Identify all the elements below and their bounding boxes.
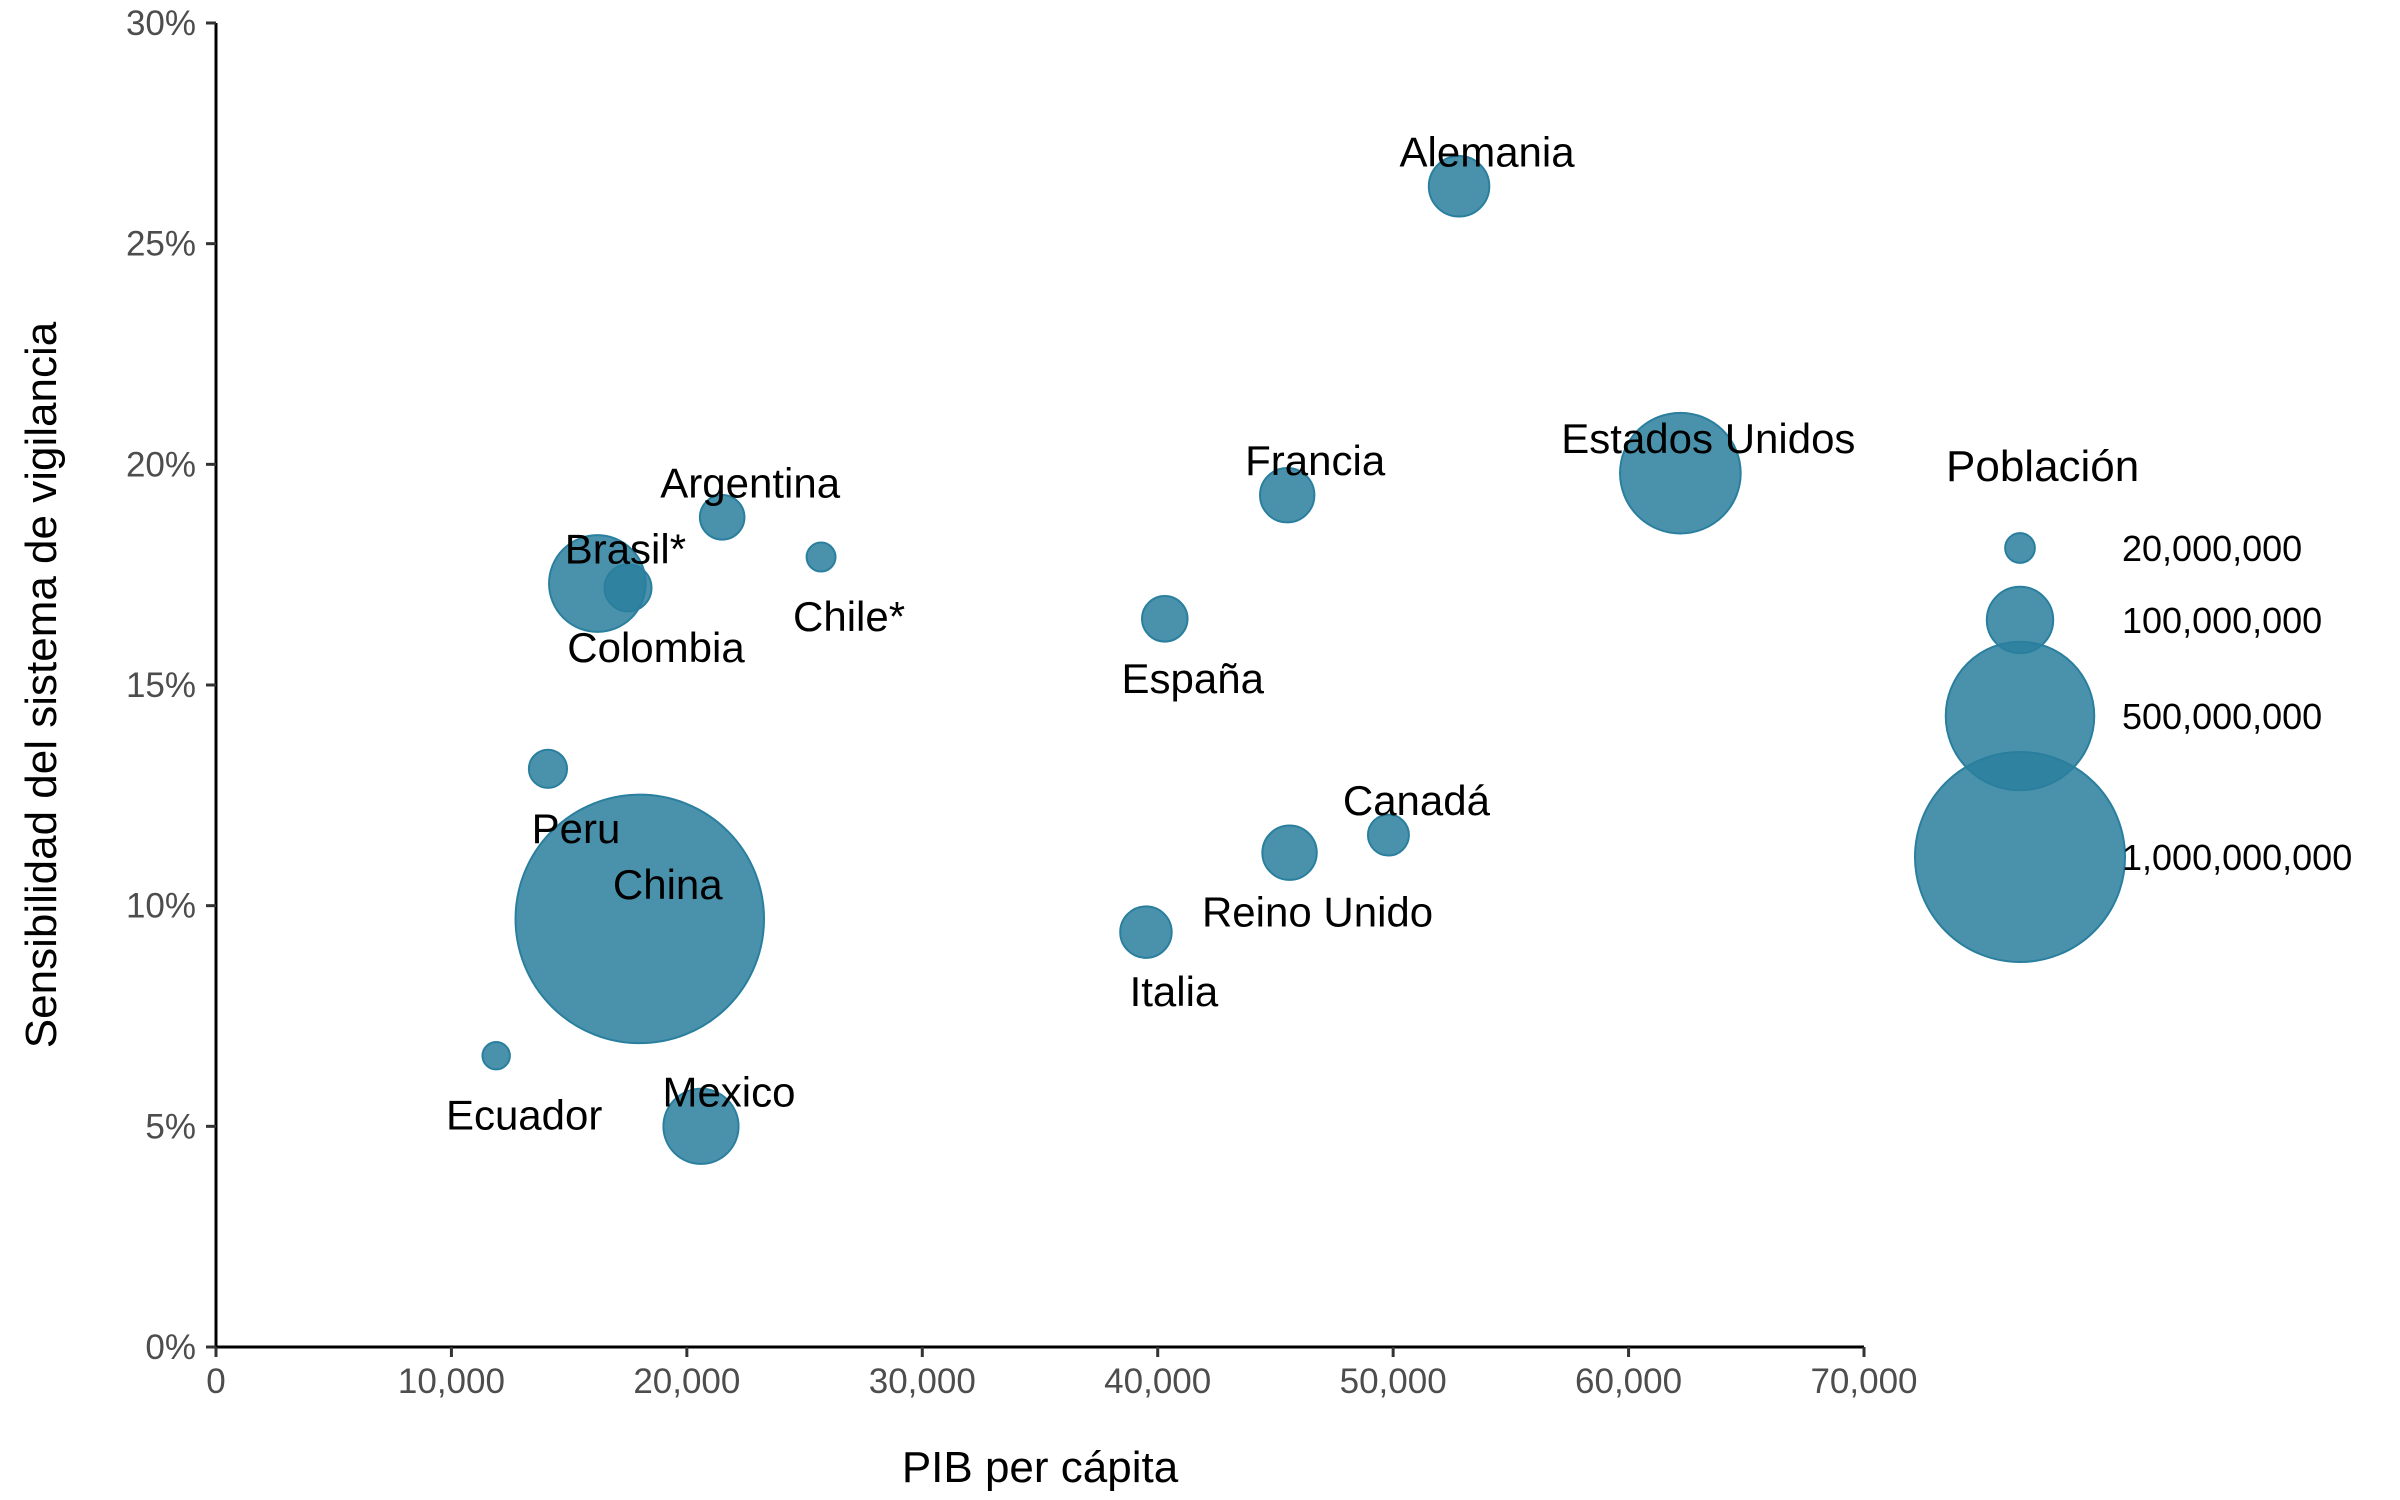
axes: 0 10,000 20,000 30,000 40,000 50,000 60,000 70,… <box>17 4 1918 1492</box>
y-axis-title: Sensibilidad del sistema de vigilancia <box>17 321 66 1048</box>
size-legend: Población 20,000,000 100,000,000 500,000,00… <box>1914 442 2352 963</box>
point-label: España <box>1122 655 1265 702</box>
x-tick-label: 40,000 <box>1104 1362 1211 1401</box>
point-label: Peru <box>532 805 621 852</box>
y-tick-label: 25% <box>126 225 196 264</box>
y-tick-label: 5% <box>145 1107 196 1146</box>
point-label: China <box>613 861 723 908</box>
x-tick-label: 30,000 <box>869 1362 976 1401</box>
data-point <box>1259 467 1316 524</box>
data-point <box>527 748 569 789</box>
data-point <box>805 541 837 573</box>
legend-key-circle <box>1914 751 2126 963</box>
x-tick-label: 50,000 <box>1340 1362 1447 1401</box>
y-tick-label: 10% <box>126 887 196 926</box>
data-point <box>481 1041 511 1071</box>
data-point <box>662 1087 740 1165</box>
x-tick-label: 20,000 <box>633 1362 740 1401</box>
data-point <box>514 793 766 1045</box>
data-point <box>1366 813 1410 857</box>
legend-label: 20,000,000 <box>2122 528 2302 569</box>
data-point <box>1119 905 1173 959</box>
x-tick-label: 10,000 <box>398 1362 505 1401</box>
legend-label: 1,000,000,000 <box>2122 837 2352 878</box>
legend-label: 100,000,000 <box>2122 600 2322 641</box>
data-point <box>1141 595 1189 643</box>
point-labels: Alemania Estados Unidos Francia Argentina Ch… <box>446 128 1856 1138</box>
point-label: Chile* <box>793 593 905 640</box>
legend-label: 500,000,000 <box>2122 696 2322 737</box>
legend-key-circle <box>2004 532 2036 564</box>
x-tick-label: 0 <box>206 1362 225 1401</box>
y-tick-label: 15% <box>126 666 196 705</box>
point-label: Mexico <box>662 1068 795 1115</box>
data-points <box>481 155 1742 1165</box>
point-label: Reino Unido <box>1202 889 1433 936</box>
data-point <box>1427 155 1491 218</box>
y-tick-label: 0% <box>145 1328 196 1367</box>
data-point <box>698 494 746 541</box>
point-label: Brasil* <box>565 525 686 572</box>
point-label: Alemania <box>1400 128 1576 175</box>
x-tick-label: 60,000 <box>1575 1362 1682 1401</box>
x-axis-title: PIB per cápita <box>902 1443 1179 1492</box>
point-label: Ecuador <box>446 1092 602 1139</box>
data-point <box>1261 824 1318 881</box>
y-tick-label: 30% <box>126 4 196 43</box>
y-tick-label: 20% <box>126 445 196 484</box>
point-label: Argentina <box>660 459 840 506</box>
point-label: Italia <box>1130 968 1219 1015</box>
point-label: Estados Unidos <box>1561 415 1855 462</box>
legend-title: Población <box>1946 442 2139 491</box>
data-point <box>603 563 653 613</box>
data-point <box>1619 411 1742 535</box>
point-label: Colombia <box>567 624 745 671</box>
point-label: Canadá <box>1343 777 1491 824</box>
point-label: Francia <box>1245 437 1386 484</box>
x-tick-label: 70,000 <box>1810 1362 1917 1401</box>
